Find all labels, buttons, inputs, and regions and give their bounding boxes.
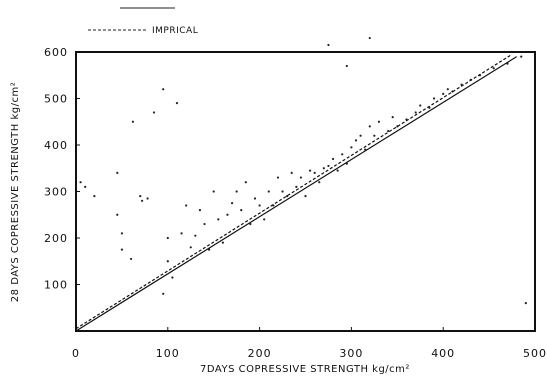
- data-point-51: [331, 157, 335, 161]
- legend: IMPRICAL: [88, 7, 198, 36]
- data-point-56: [354, 139, 358, 142]
- x-tick-label-0: 0: [72, 347, 80, 360]
- y-tick-label-3: 400: [44, 139, 68, 152]
- data-point-76: [492, 67, 495, 70]
- data-point-82: [368, 36, 371, 40]
- data-point-20: [189, 246, 192, 249]
- data-point-47: [313, 171, 316, 174]
- data-point-5: [120, 232, 123, 235]
- data-point-23: [203, 222, 206, 226]
- y-tick-label-2: 300: [44, 186, 68, 199]
- data-point-9: [139, 195, 142, 198]
- data-point-27: [221, 241, 224, 244]
- data-point-42: [290, 171, 293, 174]
- data-point-59: [368, 125, 371, 128]
- data-point-6: [120, 248, 123, 251]
- data-point-40: [281, 190, 284, 193]
- data-point-31: [240, 209, 243, 212]
- data-point-3: [116, 171, 119, 174]
- data-point-37: [267, 190, 270, 193]
- data-point-55: [350, 146, 353, 149]
- x-tick-label-4: 400: [431, 347, 455, 360]
- data-point-1: [84, 185, 87, 188]
- data-point-32: [244, 181, 247, 184]
- data-point-33: [249, 222, 252, 226]
- data-point-80: [162, 292, 165, 295]
- data-point-18: [180, 232, 183, 235]
- data-point-44: [299, 176, 303, 179]
- data-point-26: [217, 218, 220, 221]
- data-point-78: [520, 55, 523, 58]
- data-point-19: [185, 204, 188, 207]
- data-point-61: [377, 120, 381, 123]
- data-point-53: [341, 153, 344, 156]
- data-point-52: [336, 169, 339, 172]
- data-point-14: [166, 236, 169, 240]
- data-point-13: [162, 88, 165, 91]
- data-point-48: [318, 181, 321, 184]
- data-point-35: [258, 204, 261, 207]
- data-point-22: [198, 209, 202, 212]
- regression-line: [75, 56, 517, 332]
- data-point-4: [116, 213, 119, 216]
- data-point-17: [175, 102, 179, 105]
- data-point-16: [171, 276, 174, 279]
- data-point-45: [304, 195, 307, 198]
- x-axis-label: 7DAYS COPRESSIVE STRENGTH kg/cm²: [200, 364, 410, 375]
- data-point-67: [419, 104, 422, 107]
- data-point-71: [446, 88, 449, 91]
- data-point-8: [131, 120, 135, 123]
- x-axis-ticks: 0 100 200 300 400 500: [72, 327, 547, 360]
- data-point-25: [212, 190, 215, 193]
- y-tick-label-1: 200: [44, 232, 68, 245]
- empirical-line: [75, 53, 513, 330]
- data-point-29: [230, 202, 234, 205]
- data-point-69: [432, 97, 436, 100]
- y-tick-label-0: 100: [44, 279, 68, 292]
- data-point-28: [226, 213, 229, 216]
- x-tick-label-3: 300: [339, 347, 363, 360]
- x-tick-label-1: 100: [156, 347, 180, 360]
- data-point-2: [93, 195, 96, 198]
- y-axis-label: 28 DAYS COPRESSIVE STRENGTH kg/cm²: [10, 82, 21, 302]
- plot-frame: [75, 51, 536, 332]
- plot-area: [75, 36, 527, 332]
- data-point-12: [152, 111, 156, 114]
- data-point-49: [322, 167, 325, 170]
- data-point-50: [327, 164, 330, 168]
- x-tick-label-2: 200: [248, 347, 272, 360]
- data-point-30: [235, 190, 238, 193]
- data-point-79: [524, 302, 527, 305]
- y-tick-label-4: 500: [44, 93, 68, 106]
- data-point-11: [146, 197, 149, 200]
- y-tick-label-5: 600: [44, 46, 68, 59]
- data-point-21: [194, 234, 197, 237]
- x-tick-label-5: 500: [523, 347, 547, 360]
- data-point-7: [129, 257, 133, 261]
- data-point-60: [373, 134, 376, 137]
- data-point-15: [166, 260, 169, 263]
- data-point-46: [308, 169, 312, 172]
- data-point-63: [391, 116, 394, 119]
- data-point-57: [359, 134, 362, 137]
- data-point-70: [442, 92, 445, 95]
- legend-label-imprical: IMPRICAL: [152, 26, 198, 36]
- data-point-83: [345, 64, 348, 68]
- data-point-81: [327, 43, 330, 47]
- y-axis-ticks: 100 200 300 400 500 600: [44, 46, 80, 292]
- data-point-39: [276, 176, 280, 179]
- data-point-10: [140, 199, 144, 202]
- data-point-36: [263, 218, 266, 221]
- data-point-0: [79, 181, 82, 184]
- data-point-34: [253, 197, 257, 200]
- data-point-43: [295, 185, 298, 188]
- data-point-62: [387, 129, 390, 133]
- data-point-66: [414, 111, 417, 114]
